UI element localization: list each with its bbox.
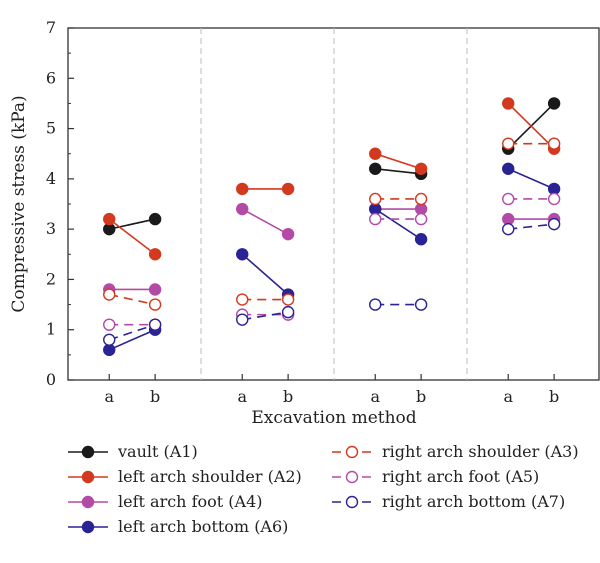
data-point xyxy=(148,212,162,226)
series-line xyxy=(241,253,289,296)
legend-label: right arch shoulder (A3) xyxy=(382,442,579,461)
data-point xyxy=(547,137,561,150)
series-line xyxy=(242,311,289,321)
x-tick-label: b xyxy=(416,387,426,406)
data-point xyxy=(502,137,515,150)
y-tick-label: 0 xyxy=(46,370,56,389)
data-point xyxy=(369,212,382,226)
data-point xyxy=(547,97,561,110)
series-line xyxy=(109,218,156,230)
series-line xyxy=(374,208,422,240)
series-line xyxy=(374,152,422,170)
series-line xyxy=(108,328,156,351)
data-point xyxy=(148,298,162,311)
legend-marker xyxy=(345,470,359,484)
legend-label: vault (A1) xyxy=(117,442,198,461)
legend-label: left arch shoulder (A2) xyxy=(118,467,302,486)
data-point xyxy=(103,333,116,346)
legend-marker xyxy=(345,495,359,509)
legend-label: left arch foot (A4) xyxy=(118,492,262,511)
series-line xyxy=(109,293,156,306)
data-point xyxy=(369,202,382,216)
series-line xyxy=(108,323,156,341)
data-point xyxy=(103,288,116,301)
data-point xyxy=(148,248,162,261)
data-point xyxy=(414,162,428,176)
data-point xyxy=(414,212,428,226)
x-tick-label: b xyxy=(283,387,293,406)
series-line xyxy=(241,208,289,235)
y-tick-label: 3 xyxy=(46,219,56,238)
data-point xyxy=(547,217,561,231)
data-point xyxy=(414,298,428,311)
data-point xyxy=(236,293,249,306)
y-tick-label: 6 xyxy=(46,68,56,87)
data-point xyxy=(281,293,295,306)
data-point xyxy=(281,305,295,319)
legend-label: left arch bottom (A6) xyxy=(118,517,288,536)
y-tick-label: 5 xyxy=(46,119,56,138)
series-line xyxy=(508,223,555,230)
series-line xyxy=(507,102,555,150)
data-point xyxy=(148,318,162,331)
data-point xyxy=(547,192,561,206)
legend-marker xyxy=(81,520,95,534)
data-point xyxy=(236,248,249,261)
data-point xyxy=(103,222,116,236)
legend-marker xyxy=(81,495,95,509)
legend-marker xyxy=(81,445,95,459)
data-point xyxy=(502,97,515,110)
data-point xyxy=(281,227,295,241)
x-tick-label: b xyxy=(150,387,160,406)
series-line xyxy=(108,218,156,255)
data-point xyxy=(103,212,116,226)
y-axis-title: Compressive stress (kPa) xyxy=(9,95,29,312)
series-line xyxy=(507,168,555,190)
data-point xyxy=(502,192,515,206)
data-point xyxy=(103,318,116,331)
y-tick-label: 2 xyxy=(46,269,56,288)
data-point xyxy=(236,182,249,196)
data-point xyxy=(281,182,295,196)
data-point xyxy=(369,147,382,160)
x-tick-label: a xyxy=(104,387,114,406)
legend-label: right arch bottom (A7) xyxy=(382,492,565,511)
y-tick-label: 7 xyxy=(46,18,56,37)
data-point xyxy=(502,222,515,236)
data-point xyxy=(236,313,249,326)
data-point xyxy=(547,182,561,196)
legend: vault (A1) left arch shoulder (A2) left ar… xyxy=(68,442,579,536)
y-tick-label: 4 xyxy=(46,169,56,188)
x-axis-title: Excavation method xyxy=(251,408,416,428)
data-point xyxy=(414,232,428,246)
plot-area: 0 1 2 3 4 5 6 7 a b a b a b a b xyxy=(46,18,600,406)
x-tick-label: a xyxy=(503,387,513,406)
data-point xyxy=(502,212,515,226)
data-point xyxy=(148,283,162,296)
legend-marker xyxy=(345,445,359,459)
series-line xyxy=(375,168,422,175)
data-point xyxy=(414,202,428,216)
x-tick-label: a xyxy=(370,387,380,406)
y-tick-label: 1 xyxy=(46,320,56,339)
data-point xyxy=(103,343,116,357)
x-tick-label: a xyxy=(237,387,247,406)
x-tick-label: b xyxy=(549,387,559,406)
data-point xyxy=(502,162,515,176)
data-point xyxy=(414,192,428,206)
data-point xyxy=(236,202,249,216)
data-point xyxy=(369,162,382,176)
data-point xyxy=(369,298,382,311)
legend-marker xyxy=(81,470,95,484)
data-point xyxy=(369,192,382,206)
legend-label: right arch foot (A5) xyxy=(382,467,539,486)
